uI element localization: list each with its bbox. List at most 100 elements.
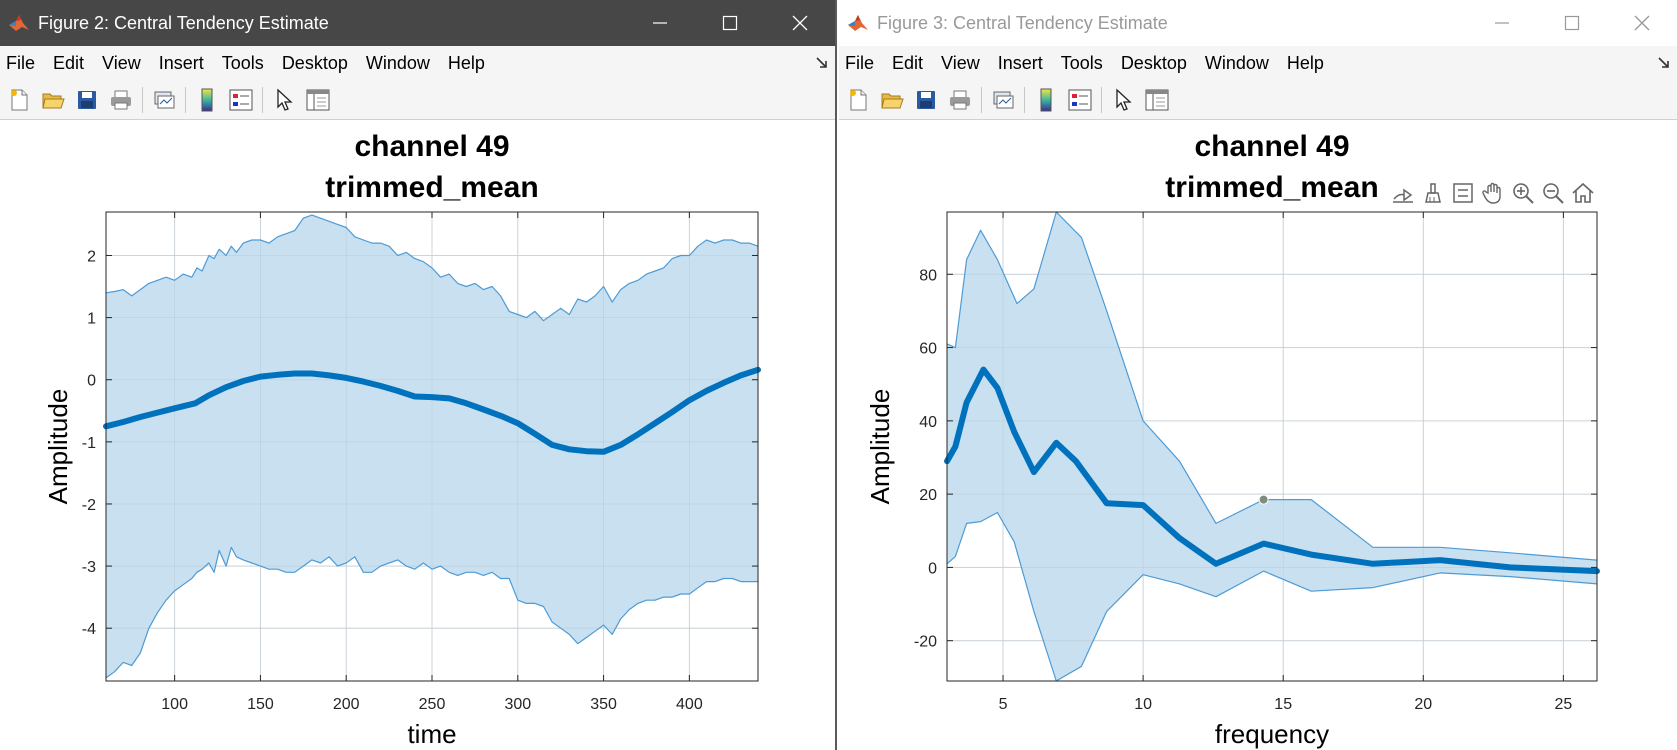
- y-tick-label: 60: [919, 341, 937, 358]
- menu-help[interactable]: Help: [447, 53, 485, 73]
- x-tick-label: 10: [1134, 696, 1152, 713]
- undock-icon[interactable]: [1657, 55, 1671, 69]
- zoom-in-icon[interactable]: [1508, 178, 1538, 208]
- y-tick-label: -2: [82, 497, 96, 514]
- y-tick-label: 80: [919, 267, 937, 284]
- menu-desktop[interactable]: Desktop: [1120, 53, 1187, 73]
- data-tips-icon[interactable]: [1448, 178, 1478, 208]
- window-title: Figure 3: Central Tendency Estimate: [877, 12, 1168, 33]
- window-title: Figure 2: Central Tendency Estimate: [38, 12, 329, 33]
- save-icon[interactable]: [73, 86, 101, 114]
- menu-window[interactable]: Window: [365, 53, 430, 73]
- chart-title-line: trimmed_mean: [325, 171, 538, 204]
- y-axis-label: Amplitude: [865, 389, 895, 505]
- menu-window[interactable]: Window: [1204, 53, 1269, 73]
- zoom-out-icon[interactable]: [1538, 178, 1568, 208]
- pan-icon[interactable]: [1478, 178, 1508, 208]
- menu-file[interactable]: File: [845, 53, 875, 73]
- chart-title-line: channel 49: [354, 130, 509, 163]
- menubar: File Edit View Insert Tools Desktop Wind…: [0, 46, 835, 80]
- titlebar[interactable]: Figure 2: Central Tendency Estimate: [0, 0, 835, 46]
- insert-legend-icon[interactable]: [227, 86, 255, 114]
- property-inspector-icon[interactable]: [1143, 86, 1171, 114]
- link-plot-icon[interactable]: [150, 86, 178, 114]
- menubar: File Edit View Insert Tools Desktop Wind…: [839, 46, 1677, 80]
- toolbar-separator: [185, 86, 186, 113]
- menu-file[interactable]: File: [6, 53, 36, 73]
- close-button[interactable]: [765, 0, 835, 46]
- undock-icon[interactable]: [815, 55, 829, 69]
- maximize-button[interactable]: [1537, 0, 1607, 46]
- matlab-logo-icon: [847, 12, 869, 34]
- menu-insert[interactable]: Insert: [158, 53, 204, 73]
- y-axis-label: Amplitude: [43, 389, 73, 505]
- minimize-button[interactable]: [1467, 0, 1537, 46]
- toolbar-separator: [142, 86, 143, 113]
- figure-2-window: Figure 2: Central Tendency Estimate File…: [0, 0, 837, 750]
- edit-plot-icon[interactable]: [1109, 86, 1137, 114]
- edit-plot-icon[interactable]: [270, 86, 298, 114]
- minimize-icon: [1495, 22, 1509, 24]
- insert-colorbar-icon[interactable]: [193, 86, 221, 114]
- minimize-icon: [653, 22, 667, 24]
- x-tick-label: 25: [1554, 696, 1572, 713]
- figure-toolbar: [0, 80, 835, 120]
- lower-bound-line: [946, 511, 1598, 682]
- new-figure-icon[interactable]: [5, 86, 33, 114]
- plot-canvas[interactable]: channel 49 trimmed_mean 100 150 200 250 300 350…: [0, 120, 835, 750]
- maximize-icon: [722, 15, 738, 31]
- insert-colorbar-icon[interactable]: [1032, 86, 1060, 114]
- close-button[interactable]: [1607, 0, 1677, 46]
- home-icon[interactable]: [1568, 178, 1598, 208]
- datatip-marker[interactable]: [1258, 494, 1269, 505]
- toolbar-separator: [981, 86, 982, 113]
- x-tick-label: 100: [161, 696, 188, 713]
- open-file-icon[interactable]: [39, 86, 67, 114]
- menu-edit[interactable]: Edit: [892, 53, 924, 73]
- x-tick-label: 15: [1274, 696, 1292, 713]
- save-icon[interactable]: [912, 86, 940, 114]
- print-icon[interactable]: [946, 86, 974, 114]
- toolbar-separator: [1024, 86, 1025, 113]
- brush-icon[interactable]: [1418, 178, 1448, 208]
- open-file-icon[interactable]: [878, 86, 906, 114]
- y-tick-label: -1: [82, 435, 96, 452]
- figure-3-window: Figure 3: Central Tendency Estimate File…: [839, 0, 1677, 750]
- upper-bound-line: [946, 211, 1598, 561]
- menu-desktop[interactable]: Desktop: [281, 53, 348, 73]
- menu-view[interactable]: View: [941, 53, 980, 73]
- menu-tools[interactable]: Tools: [221, 53, 264, 73]
- new-figure-icon[interactable]: [844, 86, 872, 114]
- x-tick-label: 250: [419, 696, 446, 713]
- x-axis-label: time: [407, 719, 456, 749]
- menu-view[interactable]: View: [102, 53, 141, 73]
- chart-title-line: trimmed_mean: [1165, 171, 1378, 204]
- y-tick-label: -20: [914, 634, 937, 651]
- y-tick-label: 0: [87, 373, 96, 390]
- menu-insert[interactable]: Insert: [997, 53, 1043, 73]
- x-tick-label: 150: [247, 696, 274, 713]
- menu-help[interactable]: Help: [1286, 53, 1324, 73]
- y-tick-label: 1: [87, 311, 96, 328]
- y-tick-label: 20: [919, 487, 937, 504]
- close-icon: [1634, 15, 1650, 31]
- x-tick-label: 300: [504, 696, 531, 713]
- minimize-button[interactable]: [625, 0, 695, 46]
- titlebar[interactable]: Figure 3: Central Tendency Estimate: [839, 0, 1677, 46]
- menu-tools[interactable]: Tools: [1060, 53, 1103, 73]
- export-icon[interactable]: [1388, 178, 1418, 208]
- maximize-button[interactable]: [695, 0, 765, 46]
- insert-legend-icon[interactable]: [1066, 86, 1094, 114]
- link-plot-icon[interactable]: [989, 86, 1017, 114]
- chart-title-line: channel 49: [1194, 130, 1349, 163]
- print-icon[interactable]: [107, 86, 135, 114]
- axes-toolbar: [1388, 178, 1598, 208]
- y-tick-label: -4: [82, 621, 96, 638]
- trimmed-mean-line: [944, 366, 1600, 575]
- y-tick-label: -3: [82, 559, 96, 576]
- menu-edit[interactable]: Edit: [53, 53, 85, 73]
- toolbar-separator: [1101, 86, 1102, 113]
- plot-canvas[interactable]: channel 49 trimmed_mean 5 10 15 20 25 -20 0 20 40 6…: [839, 120, 1675, 750]
- x-tick-label: 350: [590, 696, 617, 713]
- property-inspector-icon[interactable]: [304, 86, 332, 114]
